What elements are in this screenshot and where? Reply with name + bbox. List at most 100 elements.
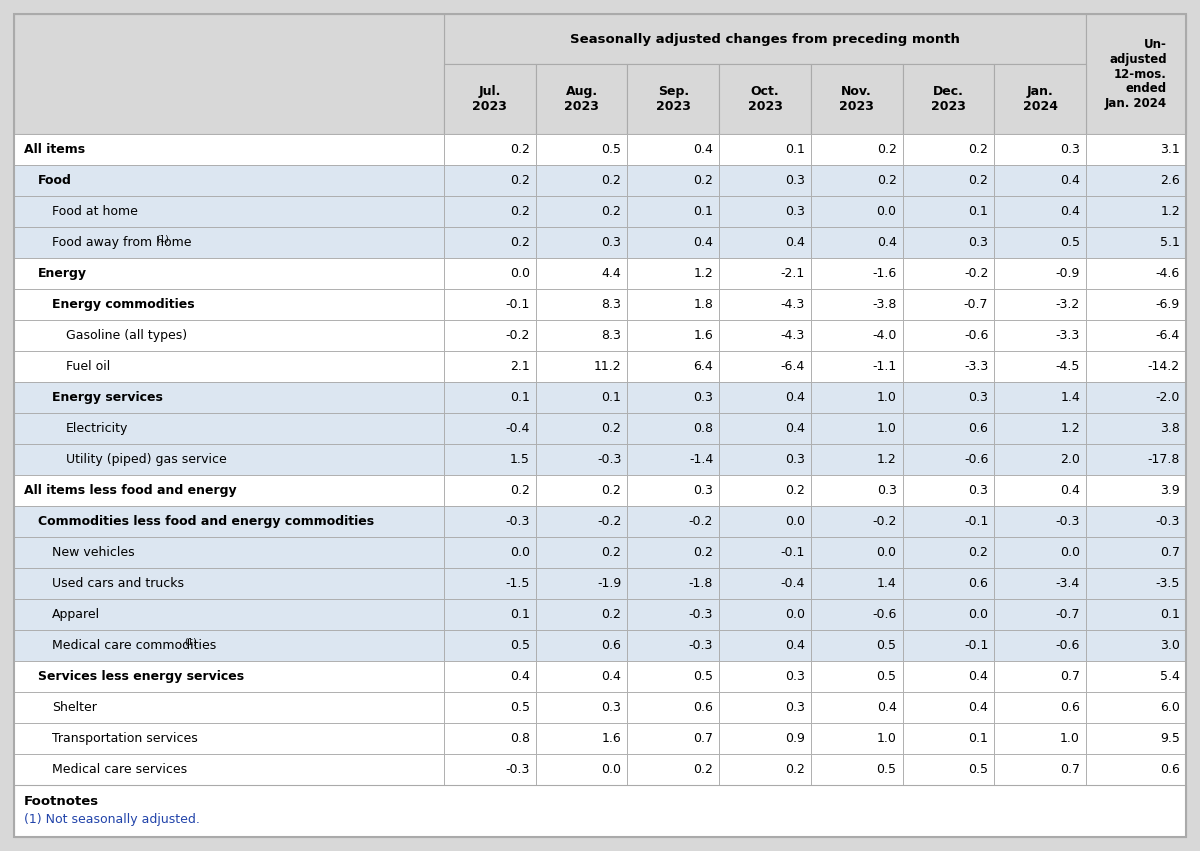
Bar [811,506,902,537]
Bar [811,537,902,568]
Bar [995,599,1086,630]
Bar [1086,723,1186,754]
Bar [811,134,902,165]
Bar [14,320,444,351]
Text: 0.7: 0.7 [1060,670,1080,683]
Bar [14,692,444,723]
Text: -4.5: -4.5 [1056,360,1080,373]
Bar [14,785,1186,837]
Text: -0.3: -0.3 [505,515,529,528]
Bar [719,661,811,692]
Bar [811,444,902,475]
Bar [811,351,902,382]
Text: -3.2: -3.2 [1056,298,1080,311]
Text: -0.7: -0.7 [964,298,989,311]
Text: 8.3: 8.3 [601,329,622,342]
Bar [811,723,902,754]
Bar [811,413,902,444]
Bar [995,537,1086,568]
Text: -6.4: -6.4 [781,360,805,373]
Bar [719,165,811,196]
Bar [628,537,719,568]
Text: 0.4: 0.4 [510,670,529,683]
Bar [14,227,444,258]
Text: 9.5: 9.5 [1160,732,1180,745]
Bar [14,165,444,196]
Bar [14,630,444,661]
Bar [719,320,811,351]
Text: 0.2: 0.2 [968,174,989,187]
Text: -1.9: -1.9 [598,577,622,590]
Text: Energy commodities: Energy commodities [52,298,194,311]
Bar [14,134,444,165]
Text: 3.8: 3.8 [1160,422,1180,435]
Bar [902,320,995,351]
Bar [995,382,1086,413]
Bar [902,444,995,475]
Text: 0.6: 0.6 [601,639,622,652]
Bar [902,692,995,723]
Bar [1086,382,1186,413]
Text: Fuel oil: Fuel oil [66,360,110,373]
Text: -0.6: -0.6 [872,608,896,621]
Bar [995,475,1086,506]
Bar [628,723,719,754]
Bar [719,413,811,444]
Text: 0.1: 0.1 [601,391,622,404]
Text: 0.2: 0.2 [694,546,713,559]
Text: 0.2: 0.2 [510,236,529,249]
Text: -0.2: -0.2 [872,515,896,528]
Bar [719,754,811,785]
Bar [719,289,811,320]
Text: -0.6: -0.6 [964,453,989,466]
Bar [1086,444,1186,475]
Bar [14,382,444,413]
Text: Jan.
2024: Jan. 2024 [1022,85,1057,113]
Bar [995,568,1086,599]
Bar [444,692,535,723]
Text: -0.6: -0.6 [964,329,989,342]
Bar [14,413,444,444]
Text: 0.3: 0.3 [785,453,805,466]
Bar [535,64,628,134]
Text: 0.4: 0.4 [694,143,713,156]
Text: 0.4: 0.4 [694,236,713,249]
Text: 0.4: 0.4 [785,391,805,404]
Bar [811,258,902,289]
Bar [719,196,811,227]
Text: 0.3: 0.3 [601,701,622,714]
Text: 0.6: 0.6 [1160,763,1180,776]
Bar [1086,196,1186,227]
Text: 0.5: 0.5 [510,701,529,714]
Text: 0.5: 0.5 [510,639,529,652]
Text: Medical care commodities: Medical care commodities [52,639,216,652]
Bar [719,506,811,537]
Text: 0.0: 0.0 [876,546,896,559]
Bar [995,413,1086,444]
Bar [444,134,535,165]
Bar [811,227,902,258]
Text: 1.2: 1.2 [694,267,713,280]
Text: 0.4: 0.4 [1060,484,1080,497]
Bar [535,630,628,661]
Bar [902,506,995,537]
Bar [628,134,719,165]
Bar [535,754,628,785]
Text: All items less food and energy: All items less food and energy [24,484,236,497]
Bar [995,506,1086,537]
Bar [444,227,535,258]
Text: Footnotes: Footnotes [24,795,100,808]
Bar [444,661,535,692]
Bar [811,165,902,196]
Bar [719,227,811,258]
Text: 0.9: 0.9 [785,732,805,745]
Text: -0.3: -0.3 [689,639,713,652]
Bar [719,537,811,568]
Text: Apparel: Apparel [52,608,100,621]
Text: 0.4: 0.4 [1060,205,1080,218]
Bar [719,630,811,661]
Text: 0.6: 0.6 [1060,701,1080,714]
Bar [902,165,995,196]
Text: -0.2: -0.2 [505,329,529,342]
Text: 0.4: 0.4 [968,670,989,683]
